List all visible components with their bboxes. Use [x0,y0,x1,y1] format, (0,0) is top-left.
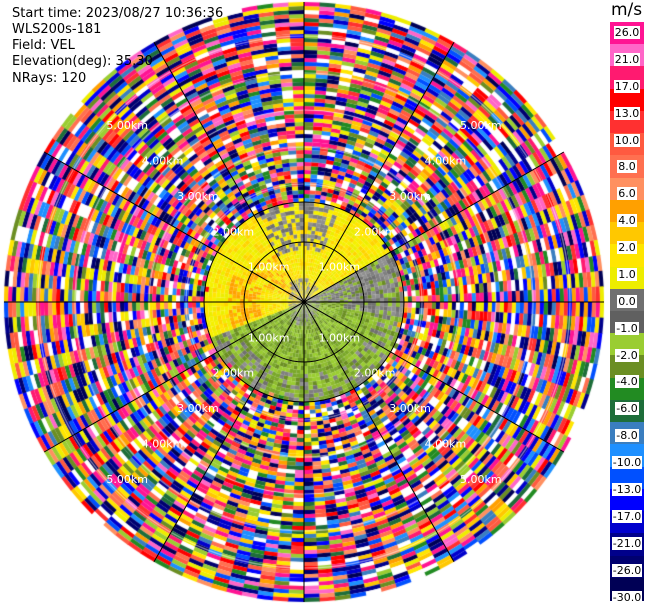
colorbar-unit: m/s [611,0,643,20]
elevation-label: Elevation(deg): 35.30 [12,54,153,69]
range-ring-label: 5.00km [106,119,148,132]
colorbar-tick-text: -17.0 [611,509,643,523]
colorbar-tick-label: -1.0 [610,321,644,335]
colorbar-tick-text: -21.0 [611,536,643,550]
colorbar-tick-label: -6.0 [610,402,644,416]
colorbar-tick-label: -26.0 [610,563,644,577]
colorbar-tick-label: 21.0 [610,52,644,66]
colorbar-tick-text: 0.0 [617,294,637,308]
range-ring-label: 1.00km [319,331,361,344]
range-ring-label: 3.00km [177,402,219,415]
azimuth-spoke [43,151,565,453]
colorbar-tick-label: -17.0 [610,509,644,523]
colorbar-tick-label: -21.0 [610,536,644,550]
colorbar-tick-text: -4.0 [615,375,639,389]
colorbar-tick-label: 13.0 [610,106,644,120]
colorbar-tick-text: 8.0 [617,160,637,174]
range-ring-label: 1.00km [319,261,361,274]
range-ring-label: 1.00km [248,331,290,344]
colorbar-tick-text: 4.0 [617,214,637,228]
colorbar-tick-text: 6.0 [617,187,637,201]
colorbar-tick-text: -10.0 [611,456,643,470]
colorbar-tick-text: -8.0 [615,429,639,443]
range-ring-label: 5.00km [460,119,502,132]
range-ring-label: 5.00km [460,473,502,486]
range-ring-label: 4.00km [425,437,467,450]
colorbar-tick-label: 1.0 [610,267,644,281]
colorbar-segment [610,222,644,245]
range-ring-label: 1.00km [248,261,290,274]
range-ring-label: 4.00km [142,437,184,450]
colorbar-tick-label: 4.0 [610,214,644,228]
colorbar-tick-text: -1.0 [615,321,639,335]
range-ring-label: 3.00km [389,190,431,203]
colorbar-tick-text: -6.0 [615,402,639,416]
colorbar-tick-text: -2.0 [615,348,639,362]
range-ring-label: 2.00km [213,225,255,238]
colorbar-tick-text: 2.0 [617,241,637,255]
colorbar-tick-text: 26.0 [613,26,641,39]
colorbar-tick-text: -30.0 [611,590,643,604]
colorbar-tick-label: 2.0 [610,241,644,255]
range-ring-label: 3.00km [389,402,431,415]
colorbar-tick-label: 8.0 [610,160,644,174]
colorbar-tick-text: 21.0 [613,52,641,66]
colorbar-tick-label: 0.0 [610,294,644,308]
range-ring-label: 5.00km [106,473,148,486]
range-ring-label: 2.00km [213,367,255,380]
range-ring-label: 3.00km [177,190,219,203]
colorbar-tick-label: -13.0 [610,483,644,497]
colorbar-tick-text: 10.0 [613,133,641,147]
colorbar-tick-text: 17.0 [613,79,641,93]
colorbar-tick-label: -8.0 [610,429,644,443]
colorbar-tick-label: -4.0 [610,375,644,389]
field-label: Field: VEL [12,38,75,53]
range-ring-label: 2.00km [354,225,396,238]
colorbar-tick-label: -2.0 [610,348,644,362]
instrument-label: WLS200s-181 [12,22,102,37]
colorbar-tick-label: 10.0 [610,133,644,147]
colorbar-tick-label: -10.0 [610,456,644,470]
nrays-label: NRays: 120 [12,71,87,86]
colorbar-tick-text: -26.0 [611,563,643,577]
colorbar: 26.0 21.0 17.0 13.0 10.0 8.0 6.0 4.0 2.0 1.0 0.0 -1… [610,22,644,604]
colorbar-segment [610,88,644,112]
colorbar-tick-label: 26.0 [610,26,644,39]
colorbar-tick-label: 6.0 [610,187,644,201]
colorbar-tick-text: -13.0 [611,483,643,497]
range-ring-label: 2.00km [354,367,396,380]
colorbar-tick-label: -30.0 [610,590,644,604]
colorbar-tick-text: 13.0 [613,106,641,120]
colorbar-tick-label: 17.0 [610,79,644,93]
range-ring-label: 4.00km [142,155,184,168]
range-ring-label: 4.00km [425,155,467,168]
start-time-label: Start time: 2023/08/27 10:36:36 [12,6,224,21]
colorbar-tick-text: 1.0 [617,267,637,281]
